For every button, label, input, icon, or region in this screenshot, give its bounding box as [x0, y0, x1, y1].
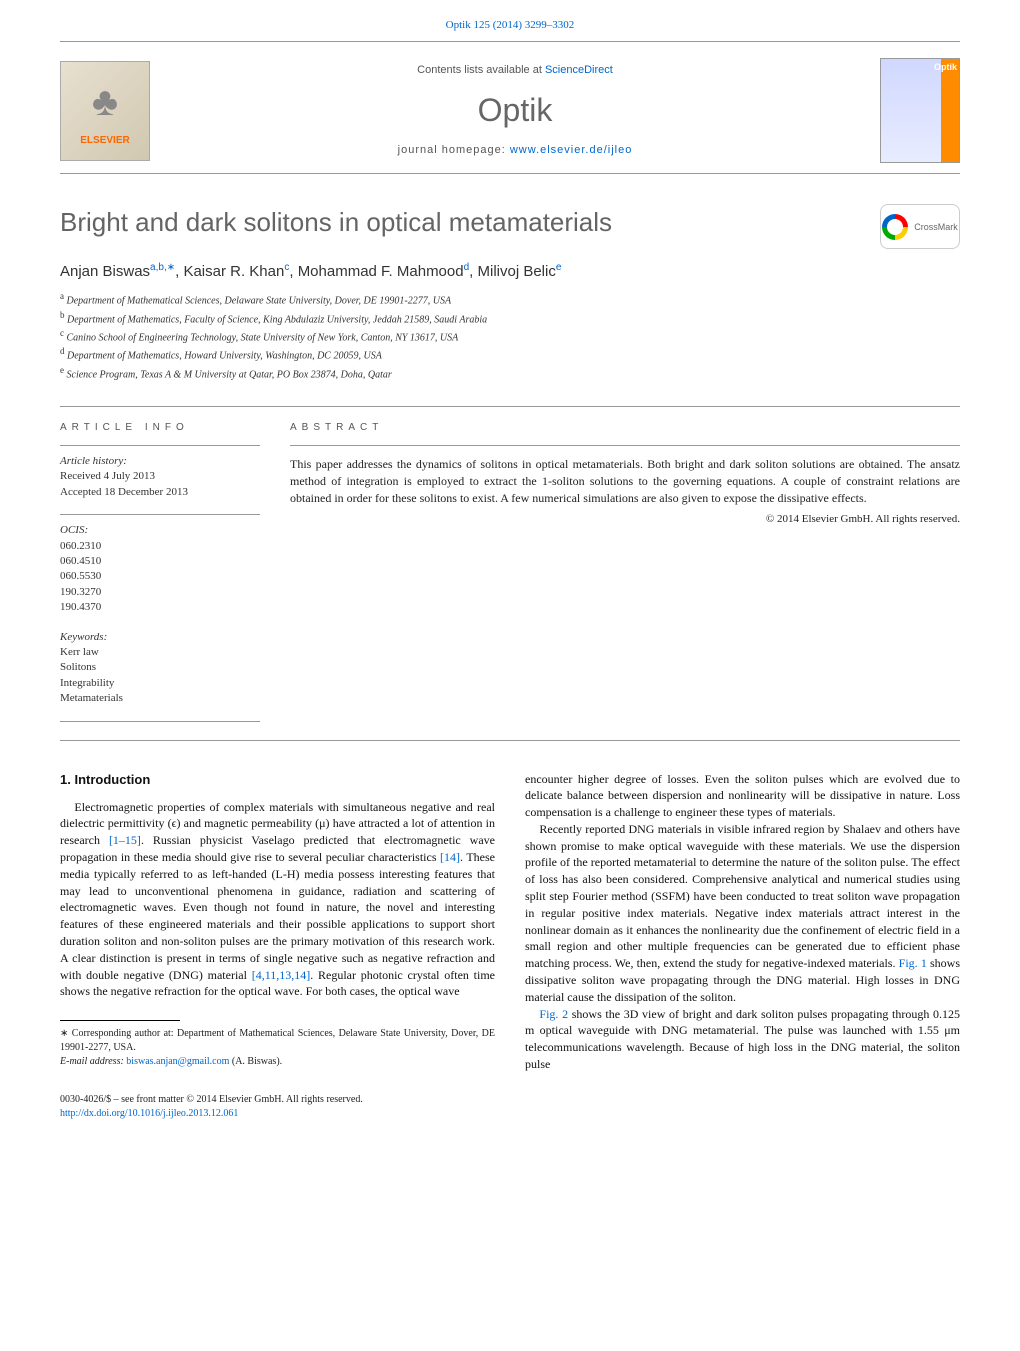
affil-sup: c — [60, 328, 64, 338]
author: Anjan Biswas — [60, 263, 150, 280]
author-sup: a,b,∗ — [150, 262, 175, 273]
citation-header: Optik 125 (2014) 3299–3302 — [0, 0, 1020, 41]
abstract-rule — [290, 445, 960, 446]
history-heading: Article history: — [60, 454, 260, 469]
crossmark-icon — [882, 214, 908, 240]
ocis-code: 060.5530 — [60, 569, 260, 584]
email-label: E-mail address: — [60, 1056, 126, 1067]
abstract-text: This paper addresses the dynamics of sol… — [290, 456, 960, 506]
elsevier-label: ELSEVIER — [80, 134, 129, 148]
figure-ref-link[interactable]: Fig. 1 — [899, 956, 927, 970]
body-paragraph: Recently reported DNG materials in visib… — [525, 821, 960, 1006]
corresponding-author-note: ∗ Corresponding author at: Department of… — [60, 1027, 495, 1055]
author: Milivoj Belic — [478, 263, 556, 280]
info-rule — [60, 721, 260, 722]
figure-ref-link[interactable]: Fig. 2 — [539, 1007, 568, 1021]
affiliation: Department of Mathematics, Faculty of Sc… — [67, 314, 487, 325]
crossmark-badge[interactable]: CrossMark — [880, 204, 960, 249]
front-matter-line: 0030-4026/$ – see front matter © 2014 El… — [60, 1093, 960, 1107]
history-accepted: Accepted 18 December 2013 — [60, 485, 260, 500]
author-sup: d — [464, 262, 470, 273]
elsevier-tree-icon: ♣ — [92, 74, 118, 130]
section-heading: 1. Introduction — [60, 771, 495, 789]
citation-ref-link[interactable]: [1–15] — [109, 833, 141, 847]
rule-below-masthead — [60, 173, 960, 174]
author: Mohammad F. Mahmood — [298, 263, 464, 280]
affil-sup: d — [60, 346, 65, 356]
journal-cover-thumb: Optik — [880, 58, 960, 163]
author: Kaisar R. Khan — [183, 263, 284, 280]
rule-below-abstract — [60, 740, 960, 741]
ocis-code: 060.2310 — [60, 539, 260, 554]
contents-prefix: Contents lists available at — [417, 64, 545, 76]
citation-ref-link[interactable]: [4,11,13,14] — [252, 968, 311, 982]
ocis-heading: OCIS: — [60, 523, 260, 538]
affiliation: Department of Mathematical Sciences, Del… — [67, 296, 452, 307]
keyword: Metamaterials — [60, 691, 260, 706]
ocis-code: 060.4510 — [60, 554, 260, 569]
author-email-link[interactable]: biswas.anjan@gmail.com — [126, 1056, 229, 1067]
ocis-code: 190.4370 — [60, 600, 260, 615]
affiliations: a Department of Mathematical Sciences, D… — [60, 290, 960, 382]
keywords-heading: Keywords: — [60, 630, 260, 645]
elsevier-logo: ♣ ELSEVIER — [60, 61, 150, 161]
abstract-column: ABSTRACT This paper addresses the dynami… — [290, 421, 960, 721]
footnote-separator — [60, 1020, 180, 1021]
homepage-line: journal homepage: www.elsevier.de/ijleo — [170, 143, 860, 158]
sciencedirect-link[interactable]: ScienceDirect — [545, 64, 613, 76]
affil-sup: e — [60, 365, 64, 375]
info-rule — [60, 514, 260, 515]
body-paragraph: Fig. 2 shows the 3D view of bright and d… — [525, 1006, 960, 1073]
contents-line: Contents lists available at ScienceDirec… — [170, 63, 860, 78]
page-footer: 0030-4026/$ – see front matter © 2014 El… — [60, 1093, 960, 1121]
body-text-run: shows the 3D view of bright and dark sol… — [525, 1007, 960, 1071]
citation-ref-link[interactable]: [14] — [440, 850, 460, 864]
body-text-run: . These media typically referred to as l… — [60, 850, 495, 982]
body-paragraph: Electromagnetic properties of complex ma… — [60, 799, 495, 1001]
affiliation: Canino School of Engineering Technology,… — [67, 332, 459, 343]
affil-sup: b — [60, 310, 65, 320]
authors-line: Anjan Biswasa,b,∗, Kaisar R. Khanc, Moha… — [60, 261, 960, 282]
doi-link[interactable]: http://dx.doi.org/10.1016/j.ijleo.2013.1… — [60, 1108, 238, 1119]
homepage-prefix: journal homepage: — [398, 144, 510, 156]
affiliation: Department of Mathematics, Howard Univer… — [67, 351, 382, 362]
keyword: Integrability — [60, 676, 260, 691]
cover-title: Optik — [934, 61, 957, 74]
abstract-label: ABSTRACT — [290, 421, 960, 435]
keyword: Kerr law — [60, 645, 260, 660]
body-text: 1. Introduction Electromagnetic properti… — [60, 771, 960, 1073]
info-rule — [60, 445, 260, 446]
ocis-code: 190.3270 — [60, 585, 260, 600]
author-sup: e — [556, 262, 562, 273]
body-text-run: Recently reported DNG materials in visib… — [525, 822, 960, 970]
email-suffix: (A. Biswas). — [229, 1056, 282, 1067]
article-info-column: ARTICLE INFO Article history: Received 4… — [60, 421, 260, 721]
history-received: Received 4 July 2013 — [60, 469, 260, 484]
rule-top — [60, 41, 960, 42]
article-title: Bright and dark solitons in optical meta… — [60, 204, 612, 240]
journal-homepage-link[interactable]: www.elsevier.de/ijleo — [510, 144, 633, 156]
footnotes: ∗ Corresponding author at: Department of… — [60, 1027, 495, 1069]
article-info-label: ARTICLE INFO — [60, 421, 260, 435]
keyword: Solitons — [60, 660, 260, 675]
body-paragraph: encounter higher degree of losses. Even … — [525, 771, 960, 821]
citation-link[interactable]: Optik 125 (2014) 3299–3302 — [446, 19, 575, 31]
abstract-copyright: © 2014 Elsevier GmbH. All rights reserve… — [290, 512, 960, 527]
crossmark-label: CrossMark — [914, 221, 958, 234]
author-sup: c — [284, 262, 289, 273]
affiliation: Science Program, Texas A & M University … — [67, 369, 392, 380]
affil-sup: a — [60, 291, 64, 301]
journal-name: Optik — [170, 88, 860, 133]
journal-masthead: ♣ ELSEVIER Contents lists available at S… — [60, 48, 960, 173]
